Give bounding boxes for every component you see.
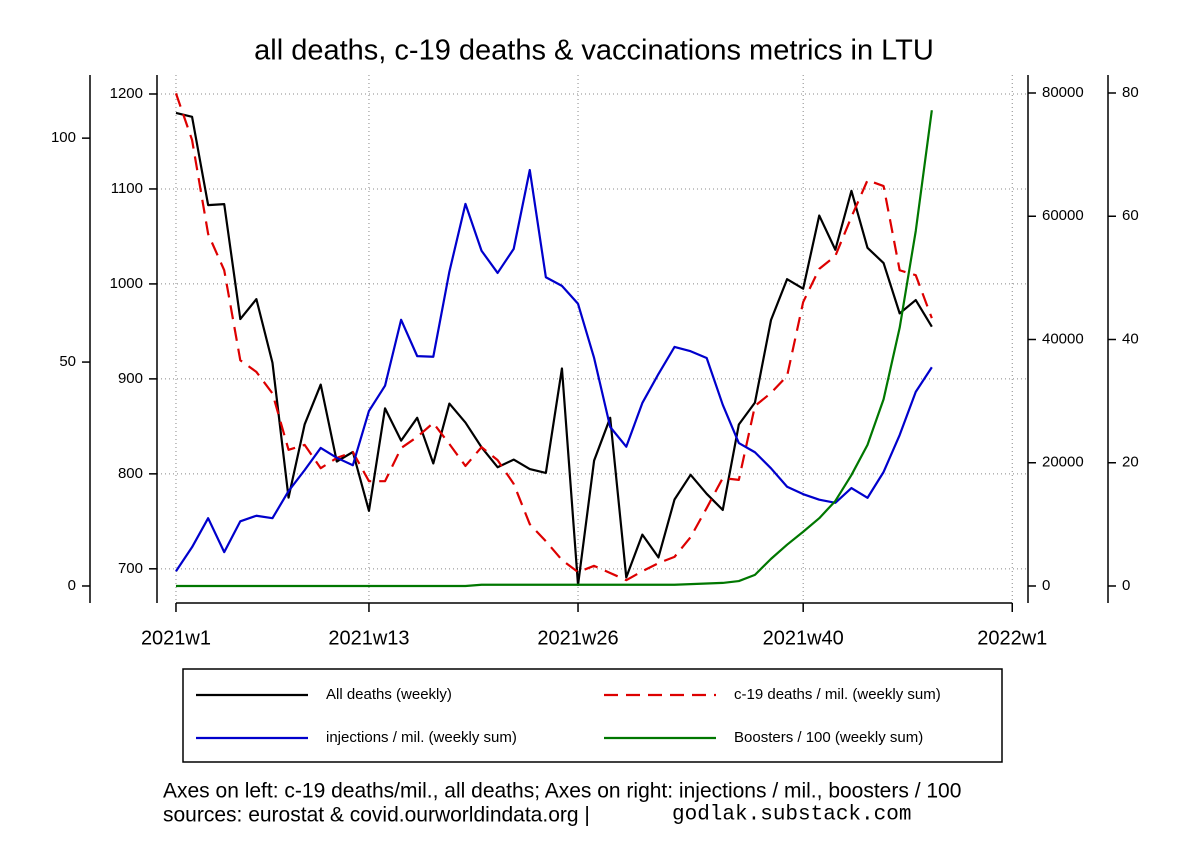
source: sources: eurostat & covid.ourworldindata…	[163, 804, 590, 827]
y-tick-label: 700	[118, 560, 143, 577]
series-line	[175, 168, 933, 572]
legend-label: Boosters / 100 (weekly sum)	[734, 729, 923, 746]
credit: godlak.substack.com	[672, 804, 911, 827]
y-tick-label: 0	[1122, 577, 1130, 594]
legend-box	[182, 668, 1003, 763]
y-tick-label: 1200	[110, 85, 143, 102]
legend-label: injections / mil. (weekly sum)	[326, 729, 517, 746]
legend-label: c-19 deaths / mil. (weekly sum)	[734, 686, 941, 703]
y-tick-label: 1000	[110, 275, 143, 292]
y-tick-label: 20	[1122, 454, 1139, 471]
y-tick-label: 60	[1122, 207, 1139, 224]
y-tick-label: 100	[51, 129, 76, 146]
series-line	[175, 110, 933, 588]
series-line	[174, 93, 933, 582]
y-tick-label: 900	[118, 370, 143, 387]
y-tick-label: 1100	[111, 180, 143, 197]
y-tick-label: 40000	[1042, 330, 1084, 347]
caption: Axes on left: c-19 deaths/mil., all deat…	[163, 780, 961, 803]
x-tick-label: 2021w26	[537, 627, 618, 649]
x-tick-label: 2021w40	[763, 627, 844, 649]
y-tick-label: 80	[1122, 84, 1139, 101]
y-tick-label: 60000	[1042, 207, 1084, 224]
y-tick-label: 0	[68, 577, 76, 594]
x-tick-label: 2022w1	[977, 627, 1047, 649]
chart-title: all deaths, c-19 deaths & vaccinations m…	[254, 35, 934, 67]
x-tick-label: 2021w1	[141, 627, 211, 649]
y-tick-label: 20000	[1042, 454, 1084, 471]
y-tick-label: 40	[1122, 330, 1139, 347]
y-tick-label: 50	[59, 353, 76, 370]
legend-label: All deaths (weekly)	[326, 686, 452, 703]
y-tick-label: 80000	[1042, 84, 1084, 101]
x-tick-label: 2021w13	[328, 627, 409, 649]
series-line	[175, 111, 933, 587]
y-tick-label: 800	[118, 465, 143, 482]
y-tick-label: 0	[1042, 577, 1050, 594]
